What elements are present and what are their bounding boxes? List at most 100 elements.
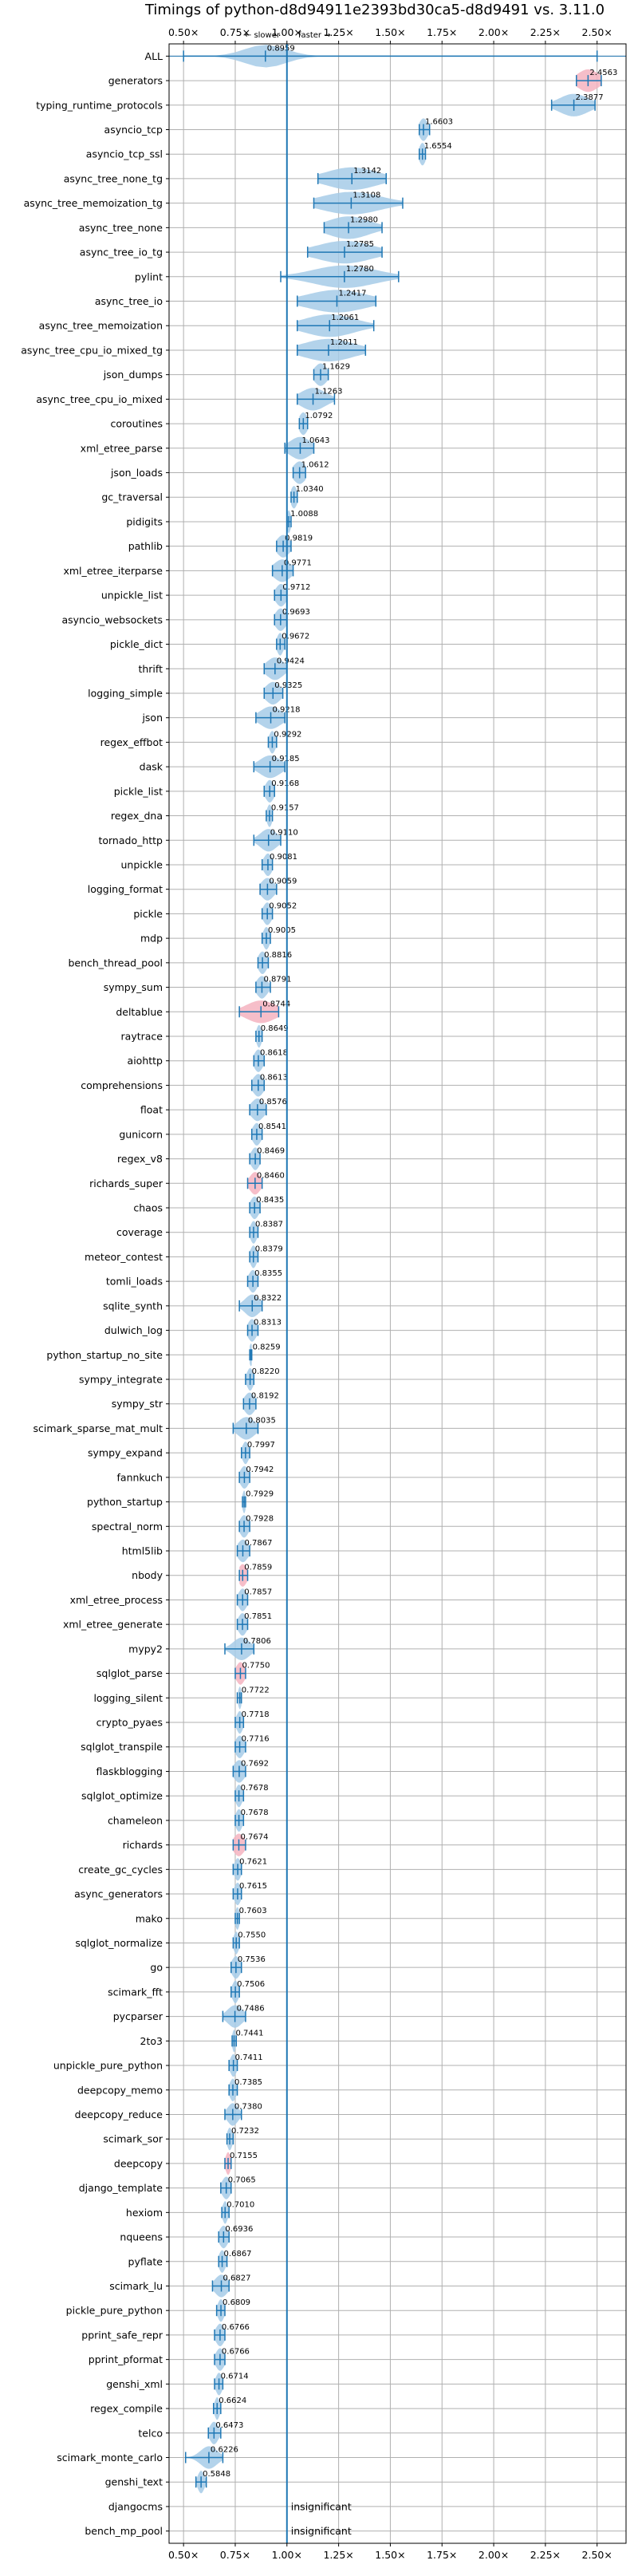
benchmark-row-spectral_norm: 0.7928 — [238, 1514, 274, 1538]
benchmark-row-xml_etree_parse: 1.0643 — [284, 436, 329, 460]
benchmark-label: pprint_safe_repr — [81, 2329, 163, 2341]
benchmark-row-xml_etree_generate: 0.7851 — [236, 1612, 272, 1636]
benchmark-row-tornado_http: 0.9110 — [253, 828, 298, 852]
benchmark-label: logging_format — [88, 883, 163, 895]
value-label: 0.8816 — [264, 951, 292, 960]
x-tick-label-bottom: 1.00× — [272, 2549, 302, 2561]
value-label: 0.9771 — [284, 558, 312, 567]
value-label: 1.0088 — [290, 510, 318, 519]
benchmark-label: xml_etree_iterparse — [63, 565, 163, 577]
value-label: 0.7997 — [247, 1441, 275, 1450]
benchmark-row-fannkuch: 0.7942 — [238, 1466, 274, 1489]
benchmark-row-sqlite_synth: 0.8322 — [238, 1294, 282, 1317]
value-label: 1.0643 — [301, 436, 329, 445]
value-label: 0.9059 — [269, 878, 297, 886]
benchmark-label: pickle — [133, 908, 163, 920]
value-label: 0.7411 — [235, 2053, 263, 2062]
insignificant-label: insignificant — [291, 2500, 352, 2512]
benchmark-label: async_tree_memoization_tg — [24, 197, 163, 209]
chart-title: Timings of python-d8d94911e2393bd30ca5-d… — [144, 2, 605, 18]
benchmark-label: async_tree_none_tg — [64, 172, 163, 184]
value-label: 0.9325 — [274, 681, 302, 690]
value-label: 0.9712 — [282, 583, 310, 592]
value-label: 0.7929 — [246, 1490, 274, 1499]
benchmark-row-deepcopy_reduce: 0.7380 — [224, 2102, 262, 2126]
x-tick-label-top: 1.00× — [272, 26, 302, 38]
benchmark-row-sympy_str: 0.8192 — [242, 1392, 279, 1415]
x-tick-label-bottom: 0.75× — [220, 2549, 250, 2561]
benchmark-label: json — [141, 712, 163, 724]
value-label: 0.8460 — [257, 1171, 285, 1180]
benchmark-label: raytrace — [121, 1030, 163, 1042]
benchmark-label: gunicorn — [119, 1128, 163, 1140]
benchmark-row-typing_runtime_protocols: 2.3877 — [550, 93, 604, 116]
benchmark-label: bench_mp_pool — [85, 2525, 163, 2537]
benchmark-row-bench_thread_pool: 0.8816 — [257, 951, 292, 974]
value-label: 1.2780 — [346, 265, 374, 274]
x-tick-label-top: 2.25× — [530, 26, 561, 38]
benchmark-row-scimark_sor: 0.7232 — [226, 2127, 259, 2151]
benchmark-label: spectral_norm — [92, 1521, 163, 1533]
value-label: 0.8469 — [257, 1147, 285, 1156]
benchmark-label: dask — [140, 761, 163, 773]
benchmark-label: scimark_lu — [109, 2280, 163, 2292]
benchmark-label: genshi_text — [105, 2476, 163, 2488]
benchmark-row-sqlglot_optimize: 0.7678 — [234, 1784, 269, 1808]
benchmark-row-genshi_xml: 0.6714 — [214, 2372, 249, 2396]
value-label: 0.6766 — [222, 2323, 250, 2332]
benchmark-row-richards: 0.7674 — [232, 1833, 268, 1856]
value-label: 1.6554 — [424, 142, 452, 151]
benchmark-row-sympy_sum: 0.8791 — [255, 976, 291, 999]
x-tick-label-top: 1.75× — [427, 26, 457, 38]
benchmark-label: sqlglot_normalize — [75, 1937, 163, 1949]
value-label: 0.7603 — [239, 1907, 267, 1915]
value-label: 1.3108 — [352, 191, 380, 200]
benchmark-row-pprint_safe_repr: 0.6766 — [214, 2323, 250, 2346]
benchmark-label: xml_etree_generate — [63, 1619, 163, 1631]
benchmark-label: pidigits — [126, 515, 163, 527]
benchmark-row-regex_effbot: 0.9292 — [267, 730, 301, 754]
benchmark-row-nqueens: 0.6936 — [218, 2225, 253, 2249]
benchmark-row-mypy2: 0.7806 — [224, 1637, 271, 1660]
benchmark-row-xml_etree_iterparse: 0.9771 — [271, 558, 312, 582]
benchmark-label: python_startup — [87, 1496, 163, 1508]
value-label: 0.7928 — [246, 1514, 274, 1523]
value-label: 0.8649 — [261, 1024, 289, 1033]
value-label: 0.7678 — [241, 1784, 269, 1793]
benchmark-label: regex_effbot — [100, 736, 163, 748]
benchmark-row-async_tree_io: 1.2417 — [297, 290, 377, 313]
benchmark-row-tomli_loads: 0.8355 — [246, 1269, 282, 1293]
benchmark-row-sympy_integrate: 0.8220 — [245, 1367, 280, 1391]
value-label: 0.6226 — [211, 2445, 238, 2454]
benchmark-row-meteor_contest: 0.8379 — [249, 1245, 283, 1268]
value-label: 0.8220 — [252, 1367, 280, 1376]
benchmark-label: xml_etree_process — [70, 1594, 163, 1606]
value-label: 0.9672 — [282, 633, 309, 641]
value-label: 0.6473 — [215, 2421, 243, 2430]
benchmark-row-async_tree_none_tg: 1.3142 — [317, 167, 387, 191]
benchmark-label: djangocms — [108, 2500, 163, 2512]
benchmark-row-pyflate: 0.6867 — [218, 2250, 252, 2273]
benchmark-label: deepcopy_reduce — [75, 2109, 163, 2120]
value-label: 0.8387 — [255, 1221, 283, 1229]
value-label: 0.9292 — [274, 730, 301, 739]
benchmark-row-2to3: 0.7441 — [231, 2029, 263, 2053]
benchmark-row-raytrace: 0.8649 — [255, 1024, 289, 1048]
benchmark-label: logging_simple — [88, 687, 163, 699]
benchmark-label: unpickle_pure_python — [53, 2060, 163, 2072]
x-tick-label-bottom: 1.25× — [323, 2549, 353, 2561]
benchmark-row-html5lib: 0.7867 — [236, 1539, 272, 1563]
benchmark-label: sympy_str — [112, 1398, 163, 1410]
slower-annotation: ← slower — [245, 31, 281, 40]
benchmark-label: hexiom — [126, 2207, 163, 2219]
benchmark-label: sqlglot_transpile — [81, 1741, 163, 1753]
x-tick-label-top: 0.50× — [168, 26, 199, 38]
value-label: 1.2980 — [350, 215, 378, 224]
benchmark-row-flaskblogging: 0.7692 — [232, 1759, 269, 1783]
value-label: 0.7859 — [244, 1564, 272, 1572]
benchmark-label: scimark_sor — [103, 2133, 163, 2145]
benchmark-row-hexiom: 0.7010 — [221, 2200, 254, 2224]
benchmark-label: coroutines — [111, 418, 163, 430]
value-label: 0.9424 — [277, 657, 305, 665]
